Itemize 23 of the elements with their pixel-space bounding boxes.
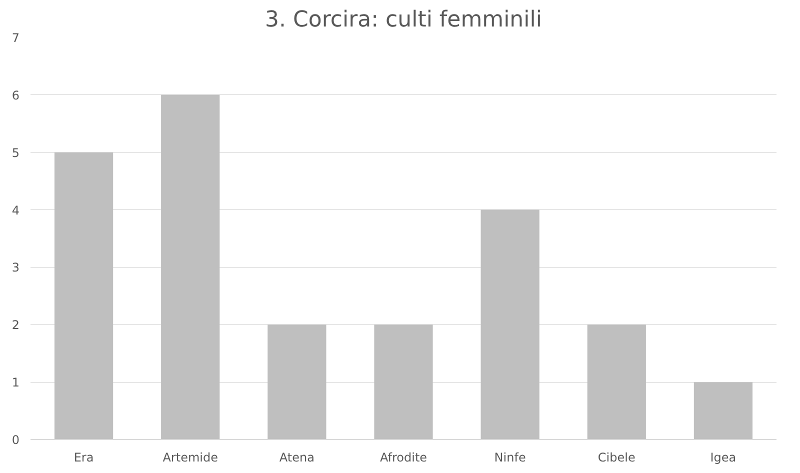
y-tick-label: 7 [12,31,20,45]
x-tick-label: Cibele [598,450,636,464]
y-tick-label: 1 [12,376,20,390]
x-tick-label: Era [74,450,94,464]
x-tick-label: Artemide [162,450,218,464]
bar [694,382,753,440]
bar [374,324,433,440]
bar [54,152,114,440]
x-tick-label: Ninfe [494,450,526,464]
y-tick-label: 0 [12,433,20,447]
chart-title: 3. Corcira: culti femminili [265,8,542,32]
y-tick-label: 5 [12,146,20,160]
bar [480,210,540,440]
y-tick-label: 2 [12,318,20,332]
x-tick-label: Afrodite [380,450,428,464]
x-tick-label: Igea [710,450,736,464]
y-tick-label: 6 [12,88,20,102]
bar [587,324,646,440]
bar [268,324,326,440]
y-tick-label: 3 [12,260,20,275]
bar [161,94,220,440]
x-tick-label: Atena [279,450,314,464]
y-tick-label: 4 [12,203,20,218]
